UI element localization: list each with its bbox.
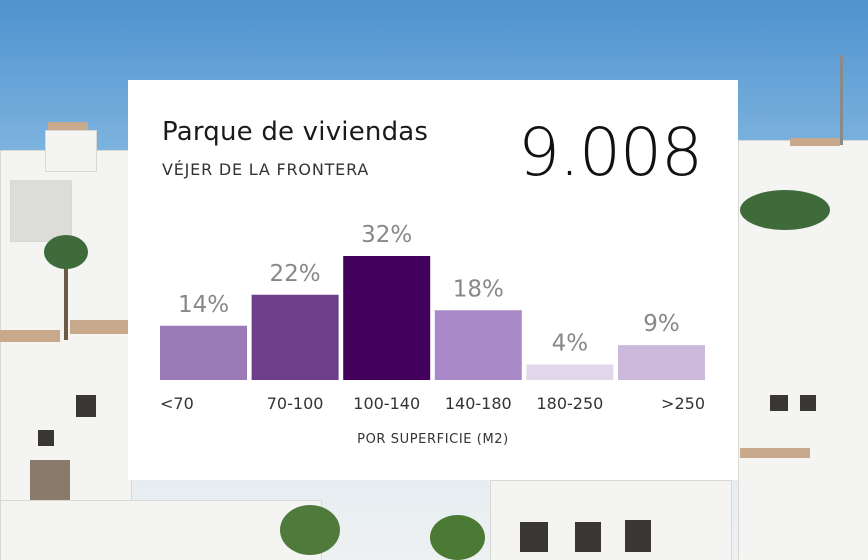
house [45,130,97,172]
size-distribution-chart: 14% <70 22% 70-100 32% 100-140 18% 140-180 4% 180… [160,222,705,413]
x-tick-label: 140-180 [445,394,512,413]
bar-value-label: 18% [453,276,504,302]
window [76,395,96,417]
bar-140-180 [434,310,522,380]
card-title: Parque de viviendas [162,117,429,147]
bar-value-label: 9% [643,311,680,337]
palm-tree [44,235,88,269]
x-tick-label: >250 [661,394,705,413]
door [30,460,70,500]
x-tick-label: 100-140 [353,394,420,413]
roof [48,122,88,130]
bar-value-label: 32% [361,222,412,248]
window [575,522,601,552]
bar-180-250 [526,364,614,380]
roof [790,138,840,146]
roof [740,448,810,458]
total-dwellings: 9.008 [518,114,703,191]
trees [740,190,830,230]
x-tick-label: <70 [160,394,194,413]
tree [430,515,485,560]
bar-value-label: 22% [270,261,321,287]
bar-value-label: 14% [178,292,229,318]
window [625,520,651,552]
roof [0,330,60,342]
palm-trunk [64,260,68,340]
bar->250 [618,345,705,380]
x-axis-title: POR SUPERFICIE (M2) [357,432,509,447]
house [10,180,72,242]
card-subtitle: VÉJER DE LA FRONTERA [162,160,370,179]
street-buildings [0,500,322,560]
bar-<70 [160,325,247,380]
window [800,395,816,411]
x-tick-label: 70-100 [267,394,324,413]
housing-stock-card: Parque de viviendas VÉJER DE LA FRONTERA… [128,80,738,480]
window [770,395,788,411]
palm-tree [280,505,340,555]
bar-100-140 [343,256,431,380]
window [38,430,54,446]
window [520,522,548,552]
antenna [840,55,843,145]
x-tick-label: 180-250 [536,394,603,413]
bar-70-100 [251,294,339,380]
bar-value-label: 4% [552,331,589,357]
roof [70,320,130,334]
